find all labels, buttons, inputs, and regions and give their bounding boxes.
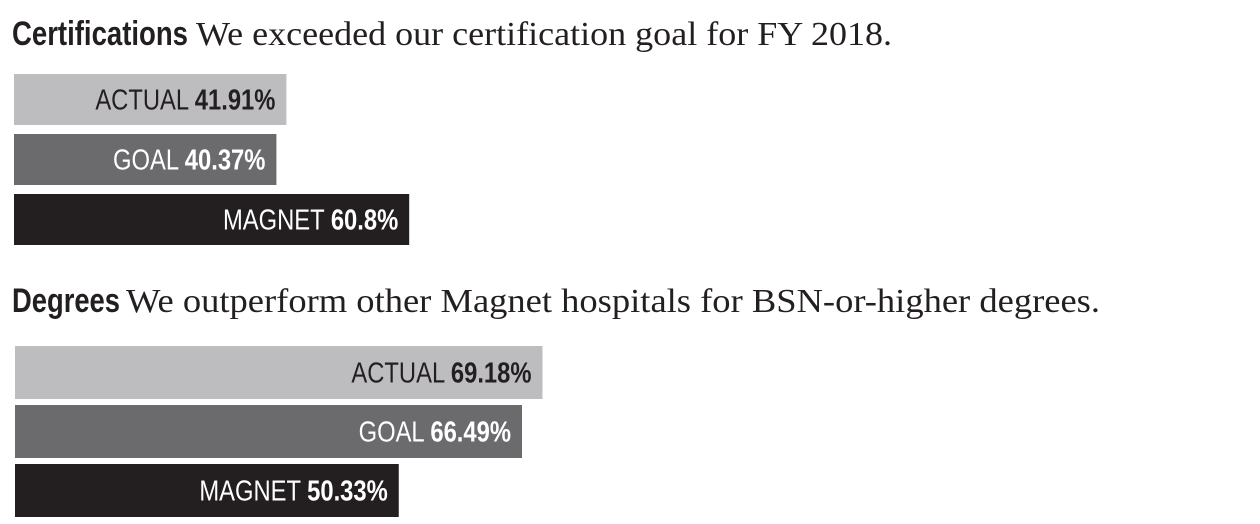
bar-goal bbox=[14, 134, 277, 185]
chart-title: We outperform other Magnet hospitals for… bbox=[126, 283, 1100, 320]
chart-title: We exceeded our certification goal for F… bbox=[196, 16, 892, 53]
bar-label-magnet: MAGNET 60.8% bbox=[223, 203, 398, 236]
bar-category-label: ACTUAL bbox=[351, 356, 450, 389]
bar-magnet bbox=[14, 194, 410, 245]
chart-heading: Certifications bbox=[12, 15, 188, 53]
bar-value-label: 40.37% bbox=[185, 143, 266, 176]
bar-category-label: MAGNET bbox=[199, 474, 307, 507]
chart-heading: Degrees bbox=[12, 282, 120, 320]
bar-value-label: 50.33% bbox=[307, 474, 388, 507]
chart-certifications: Certifications We exceeded our certifica… bbox=[12, 15, 892, 245]
bar-magnet bbox=[15, 464, 399, 517]
bar-actual bbox=[15, 346, 543, 399]
bar-actual bbox=[14, 74, 287, 125]
bar-group: ACTUAL 41.91% GOAL 40.37% MAGNET 60.8% bbox=[14, 74, 410, 245]
bar-goal bbox=[15, 405, 522, 458]
bar-label-actual: ACTUAL 41.91% bbox=[95, 83, 275, 116]
bar-label-actual: ACTUAL 69.18% bbox=[351, 356, 531, 389]
bar-label-goal: GOAL 66.49% bbox=[359, 415, 511, 448]
bar-value-label: 66.49% bbox=[430, 415, 511, 448]
chart-degrees: Degrees We outperform other Magnet hospi… bbox=[12, 282, 1100, 517]
bar-category-label: GOAL bbox=[359, 415, 431, 448]
bar-value-label: 60.8% bbox=[331, 203, 398, 236]
bar-value-label: 41.91% bbox=[195, 83, 276, 116]
bar-value-label: 69.18% bbox=[451, 356, 532, 389]
bar-category-label: GOAL bbox=[113, 143, 185, 176]
bar-label-magnet: MAGNET 50.33% bbox=[199, 474, 387, 507]
bar-label-goal: GOAL 40.37% bbox=[113, 143, 265, 176]
bar-group: ACTUAL 69.18% GOAL 66.49% MAGNET 50.33% bbox=[15, 346, 543, 517]
bar-category-label: ACTUAL bbox=[95, 83, 194, 116]
bar-category-label: MAGNET bbox=[223, 203, 331, 236]
